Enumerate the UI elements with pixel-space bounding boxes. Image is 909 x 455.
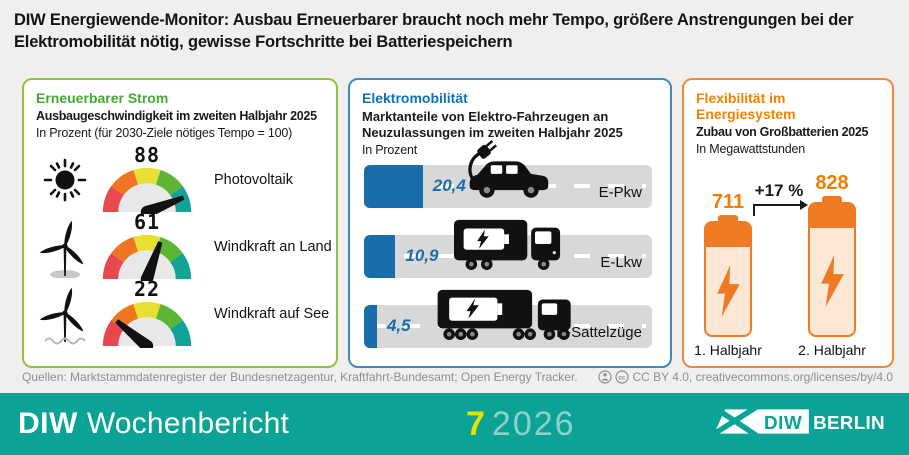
road-fill: [364, 304, 377, 348]
gauge-dial: [102, 234, 192, 281]
sun-icon: [36, 158, 94, 202]
battery-terminal: [718, 214, 738, 222]
brand-diw: DIW: [18, 407, 78, 440]
gauge-photovoltaik: 88: [94, 142, 200, 214]
panel-renewables-note: In Prozent (für 2030-Ziele nötiges Tempo…: [36, 125, 293, 140]
gauge-row-wind-offshore: 22 Win: [36, 276, 329, 348]
license: cc CC BY 4.0, creativecommons.org/licens…: [598, 370, 893, 384]
panel-emobility-heading: Elektromobilität: [362, 90, 468, 106]
gauge-label: Photovoltaik: [214, 171, 293, 188]
battery-column-h2: 828 2. Halbjahr: [798, 171, 866, 358]
gauge-row-photovoltaik: 88 Pho: [36, 142, 324, 214]
panel-flexibility: Flexibilität im Energiesystem Zubau von …: [682, 78, 894, 368]
battery-column-h1: 711 1. Halbjahr: [694, 190, 762, 358]
publication-brand: DIW Wochenbericht: [18, 393, 289, 455]
diw-berlin-logo: DIW BERLIN: [705, 401, 895, 442]
road-label: E-Pkw: [598, 183, 642, 201]
battery-icon: [704, 220, 752, 337]
battery-chart: +17 % 711 1. Halbjahr 828: [694, 162, 880, 358]
panel-emobility: Elektromobilität Marktanteile von Elektr…: [348, 78, 672, 368]
panel-flexibility-heading: Flexibilität im Energiesystem: [696, 90, 796, 122]
lightning-icon: [810, 228, 854, 335]
road-rows: 20,4: [362, 139, 658, 348]
battery-label: 1. Halbjahr: [694, 341, 762, 358]
road-row-e-sattelzuege: 4,5: [364, 289, 652, 348]
gauge-row-wind-onshore: 61 Win: [36, 209, 332, 281]
panel-emobility-subtitle: Marktanteile von Elektro-Fahrzeugen an N…: [362, 109, 623, 141]
road-row-e-pkw: 20,4: [364, 139, 652, 208]
cc-icon: cc: [615, 370, 630, 384]
logo-diw-text: DIW: [764, 412, 802, 433]
gauge-needle: [140, 240, 163, 281]
brand-wochenbericht: Wochenbericht: [86, 407, 289, 440]
panel-flexibility-subtitle: Zubau von Großbatterien 2025: [696, 125, 869, 139]
road-fill: [364, 164, 423, 208]
e-car-plug-icon: [462, 139, 554, 205]
logo-berlin-text: BERLIN: [813, 412, 885, 433]
panel-renewables-subtitle: Ausbaugeschwindigkeit im zweiten Halbjah…: [36, 109, 317, 123]
gauge-value: 88: [133, 142, 161, 167]
issue-number: 7: [466, 404, 485, 443]
gauge-rows: 88 Pho: [36, 142, 332, 348]
panel-renewables-heading: Erneuerbarer Strom: [36, 90, 169, 106]
footer-band: DIW Wochenbericht 7 2026 DIW BERLIN: [0, 393, 909, 455]
road-row-e-lkw: 10,9 E-Lkw: [364, 219, 652, 278]
battery-label: 2. Halbjahr: [798, 341, 866, 358]
gauge-value: 61: [133, 209, 161, 234]
battery-value: 828: [815, 171, 849, 194]
lightning-icon: [706, 247, 750, 335]
battery-icon: [808, 201, 856, 337]
cc-person-icon: [598, 370, 613, 384]
gauge-needle: [115, 318, 154, 348]
battery-cap: [810, 203, 854, 228]
battery-cap: [706, 222, 750, 247]
gauge-value: 22: [133, 276, 161, 301]
e-box-truck-icon: [452, 216, 564, 275]
gauge-dial: [102, 167, 192, 214]
road-value: 4,5: [386, 316, 411, 335]
gauge-label: Windkraft an Land: [214, 238, 332, 255]
issue-year: 2026: [491, 404, 576, 443]
change-label: +17 %: [754, 180, 804, 200]
gauge-wind-onshore: 61: [94, 209, 200, 281]
e-semi-truck-icon: [435, 286, 581, 345]
panel-flexibility-note: In Megawattstunden: [696, 141, 805, 156]
battery-terminal: [822, 195, 842, 203]
panel-renewables: Erneuerbarer Strom Ausbaugeschwindigkeit…: [22, 78, 338, 368]
gauge-label: Windkraft auf See: [214, 305, 330, 322]
gauge-needle: [140, 195, 185, 214]
road-value: 10,9: [405, 246, 439, 265]
gauge-dial: [102, 301, 192, 348]
sources-text: Quellen: Marktstammdatenregister der Bun…: [22, 370, 578, 384]
svg-text:cc: cc: [619, 374, 627, 381]
sources-row: Quellen: Marktstammdatenregister der Bun…: [22, 370, 893, 384]
page-title: DIW Energiewende-Monitor: Ausbau Erneuer…: [14, 11, 854, 52]
road-label: E-Lkw: [600, 253, 642, 271]
gauge-wind-offshore: 22: [94, 276, 200, 348]
panel-emobility-note: In Prozent: [362, 142, 417, 157]
road-fill: [364, 234, 396, 278]
issue-block: 7 2026: [466, 393, 576, 455]
road-label: E-Sattelzüge: [556, 323, 642, 341]
license-text: CC BY 4.0, creativecommons.org/licenses/…: [632, 370, 893, 384]
wind-turbine-onshore-icon: [36, 216, 94, 278]
wind-turbine-offshore-icon: [36, 283, 94, 345]
road-value: 20,4: [432, 176, 466, 195]
battery-value: 711: [711, 190, 745, 213]
